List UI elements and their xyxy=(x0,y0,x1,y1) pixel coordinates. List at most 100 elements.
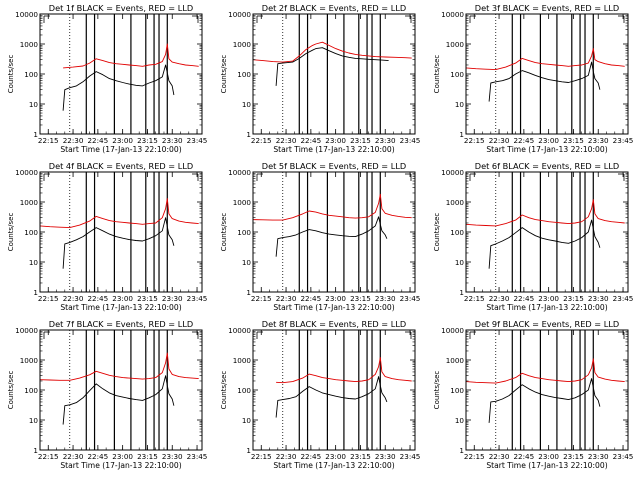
y-tick-label: 1000 xyxy=(20,198,39,207)
y-tick-label: 100 xyxy=(450,386,464,395)
y-axis-label: Counts/sec xyxy=(220,371,228,410)
y-tick-label: 10 xyxy=(455,416,465,425)
lld-rate-line xyxy=(252,193,412,221)
events-rate-line xyxy=(488,378,601,423)
y-tick-label: 10000 xyxy=(15,326,38,335)
y-tick-label: 100 xyxy=(450,70,464,79)
x-tick-label: 23:00 xyxy=(112,452,133,461)
x-tick-label: 23:30 xyxy=(375,294,396,303)
x-tick-label: 23:00 xyxy=(538,452,559,461)
x-tick-label: 23:30 xyxy=(375,452,396,461)
detector-panel: Det 6f BLACK = Events, RED = LLD 1 10 100 10… xyxy=(433,161,633,312)
lld-rate-line xyxy=(276,357,412,384)
plot-frame xyxy=(39,13,203,135)
x-tick-label: 23:00 xyxy=(112,136,133,145)
x-axis-label: Start Time (17-Jan-13 22:10:00) xyxy=(60,303,181,312)
detector-panel: Det 1f BLACK = Events, RED = LLD 1 10 100 10… xyxy=(7,3,207,154)
panel-title: Det 1f BLACK = Events, RED = LLD xyxy=(49,3,193,13)
lld-rate-line xyxy=(465,199,625,227)
events-rate-line xyxy=(488,61,601,102)
y-tick-label: 10000 xyxy=(228,168,251,177)
y-tick-label: 10 xyxy=(455,100,465,109)
events-rate-line xyxy=(62,64,175,111)
lld-rate-line xyxy=(252,41,412,63)
events-rate-line xyxy=(275,47,389,86)
panel-title: Det 5f BLACK = Events, RED = LLD xyxy=(262,161,406,171)
x-tick-label: 22:45 xyxy=(513,136,534,145)
y-axis-label: Counts/sec xyxy=(7,213,15,252)
y-tick-label: 1 xyxy=(246,130,251,139)
panel-title: Det 2f BLACK = Events, RED = LLD xyxy=(262,3,406,13)
events-rate-line xyxy=(488,219,601,269)
x-tick-label: 22:30 xyxy=(489,452,510,461)
detector-panel: Det 2f BLACK = Events, RED = LLD 1 10 100 10… xyxy=(220,3,420,154)
y-tick-label: 100 xyxy=(24,70,38,79)
x-tick-label: 22:15 xyxy=(38,136,59,145)
y-tick-label: 10 xyxy=(242,416,252,425)
x-tick-label: 23:15 xyxy=(137,294,158,303)
y-tick-label: 10 xyxy=(242,100,252,109)
x-tick-label: 22:45 xyxy=(87,136,108,145)
y-tick-label: 1000 xyxy=(446,198,465,207)
detector-panel: Det 3f BLACK = Events, RED = LLD 1 10 100 10… xyxy=(433,3,633,154)
x-tick-label: 22:30 xyxy=(63,294,84,303)
y-tick-label: 100 xyxy=(237,228,251,237)
x-tick-label: 22:45 xyxy=(87,294,108,303)
y-tick-label: 10000 xyxy=(228,10,251,19)
detector-panel: Det 4f BLACK = Events, RED = LLD 1 10 100 10… xyxy=(7,161,207,312)
x-tick-label: 23:45 xyxy=(187,136,208,145)
y-tick-label: 1 xyxy=(459,446,464,455)
x-tick-label: 23:00 xyxy=(325,452,346,461)
lld-rate-line xyxy=(39,198,199,229)
y-tick-label: 10 xyxy=(29,416,39,425)
y-tick-label: 10000 xyxy=(441,10,464,19)
x-axis-label: Start Time (17-Jan-13 22:10:00) xyxy=(486,461,607,470)
x-tick-label: 23:45 xyxy=(187,294,208,303)
y-axis-label: Counts/sec xyxy=(220,55,228,94)
detector-panel: Det 7f BLACK = Events, RED = LLD 1 10 100 10… xyxy=(7,319,207,470)
panel-title: Det 3f BLACK = Events, RED = LLD xyxy=(475,3,619,13)
x-tick-label: 22:30 xyxy=(63,136,84,145)
y-tick-label: 100 xyxy=(237,70,251,79)
y-axis-label: Counts/sec xyxy=(220,213,228,252)
y-tick-label: 10 xyxy=(242,258,252,267)
y-tick-label: 1 xyxy=(33,446,38,455)
events-rate-line xyxy=(275,376,388,418)
x-tick-label: 23:45 xyxy=(187,452,208,461)
y-axis-label: Counts/sec xyxy=(433,55,441,94)
plot-frame xyxy=(39,329,203,451)
panel-title: Det 9f BLACK = Events, RED = LLD xyxy=(475,319,619,329)
x-tick-label: 22:30 xyxy=(489,136,510,145)
x-tick-label: 23:30 xyxy=(588,294,609,303)
x-tick-label: 23:15 xyxy=(563,452,584,461)
x-tick-label: 23:45 xyxy=(400,294,421,303)
y-tick-label: 1 xyxy=(459,288,464,297)
plot-frame xyxy=(252,329,416,451)
y-tick-label: 1000 xyxy=(233,40,252,49)
x-tick-label: 23:30 xyxy=(162,136,183,145)
x-tick-label: 22:45 xyxy=(513,294,534,303)
y-tick-label: 100 xyxy=(237,386,251,395)
x-tick-label: 23:30 xyxy=(162,294,183,303)
x-tick-label: 22:30 xyxy=(63,452,84,461)
y-tick-label: 1 xyxy=(33,288,38,297)
y-tick-label: 10 xyxy=(29,258,39,267)
x-axis-label: Start Time (17-Jan-13 22:10:00) xyxy=(60,145,181,154)
x-tick-label: 23:15 xyxy=(137,136,158,145)
y-tick-label: 1000 xyxy=(233,356,252,365)
y-tick-label: 1 xyxy=(246,288,251,297)
panel-title: Det 6f BLACK = Events, RED = LLD xyxy=(475,161,619,171)
y-tick-label: 10000 xyxy=(15,168,38,177)
detector-panel: Det 5f BLACK = Events, RED = LLD 1 10 100 10… xyxy=(220,161,420,312)
y-tick-label: 10 xyxy=(455,258,465,267)
y-tick-label: 1000 xyxy=(20,356,39,365)
y-tick-label: 10000 xyxy=(441,326,464,335)
events-rate-line xyxy=(62,375,175,425)
x-tick-label: 23:30 xyxy=(588,452,609,461)
y-tick-label: 1 xyxy=(33,130,38,139)
x-tick-label: 23:30 xyxy=(375,136,396,145)
y-tick-label: 10000 xyxy=(441,168,464,177)
y-tick-label: 10000 xyxy=(15,10,38,19)
detector-panel: Det 9f BLACK = Events, RED = LLD 1 10 100 10… xyxy=(433,319,633,470)
x-tick-label: 22:30 xyxy=(276,294,297,303)
